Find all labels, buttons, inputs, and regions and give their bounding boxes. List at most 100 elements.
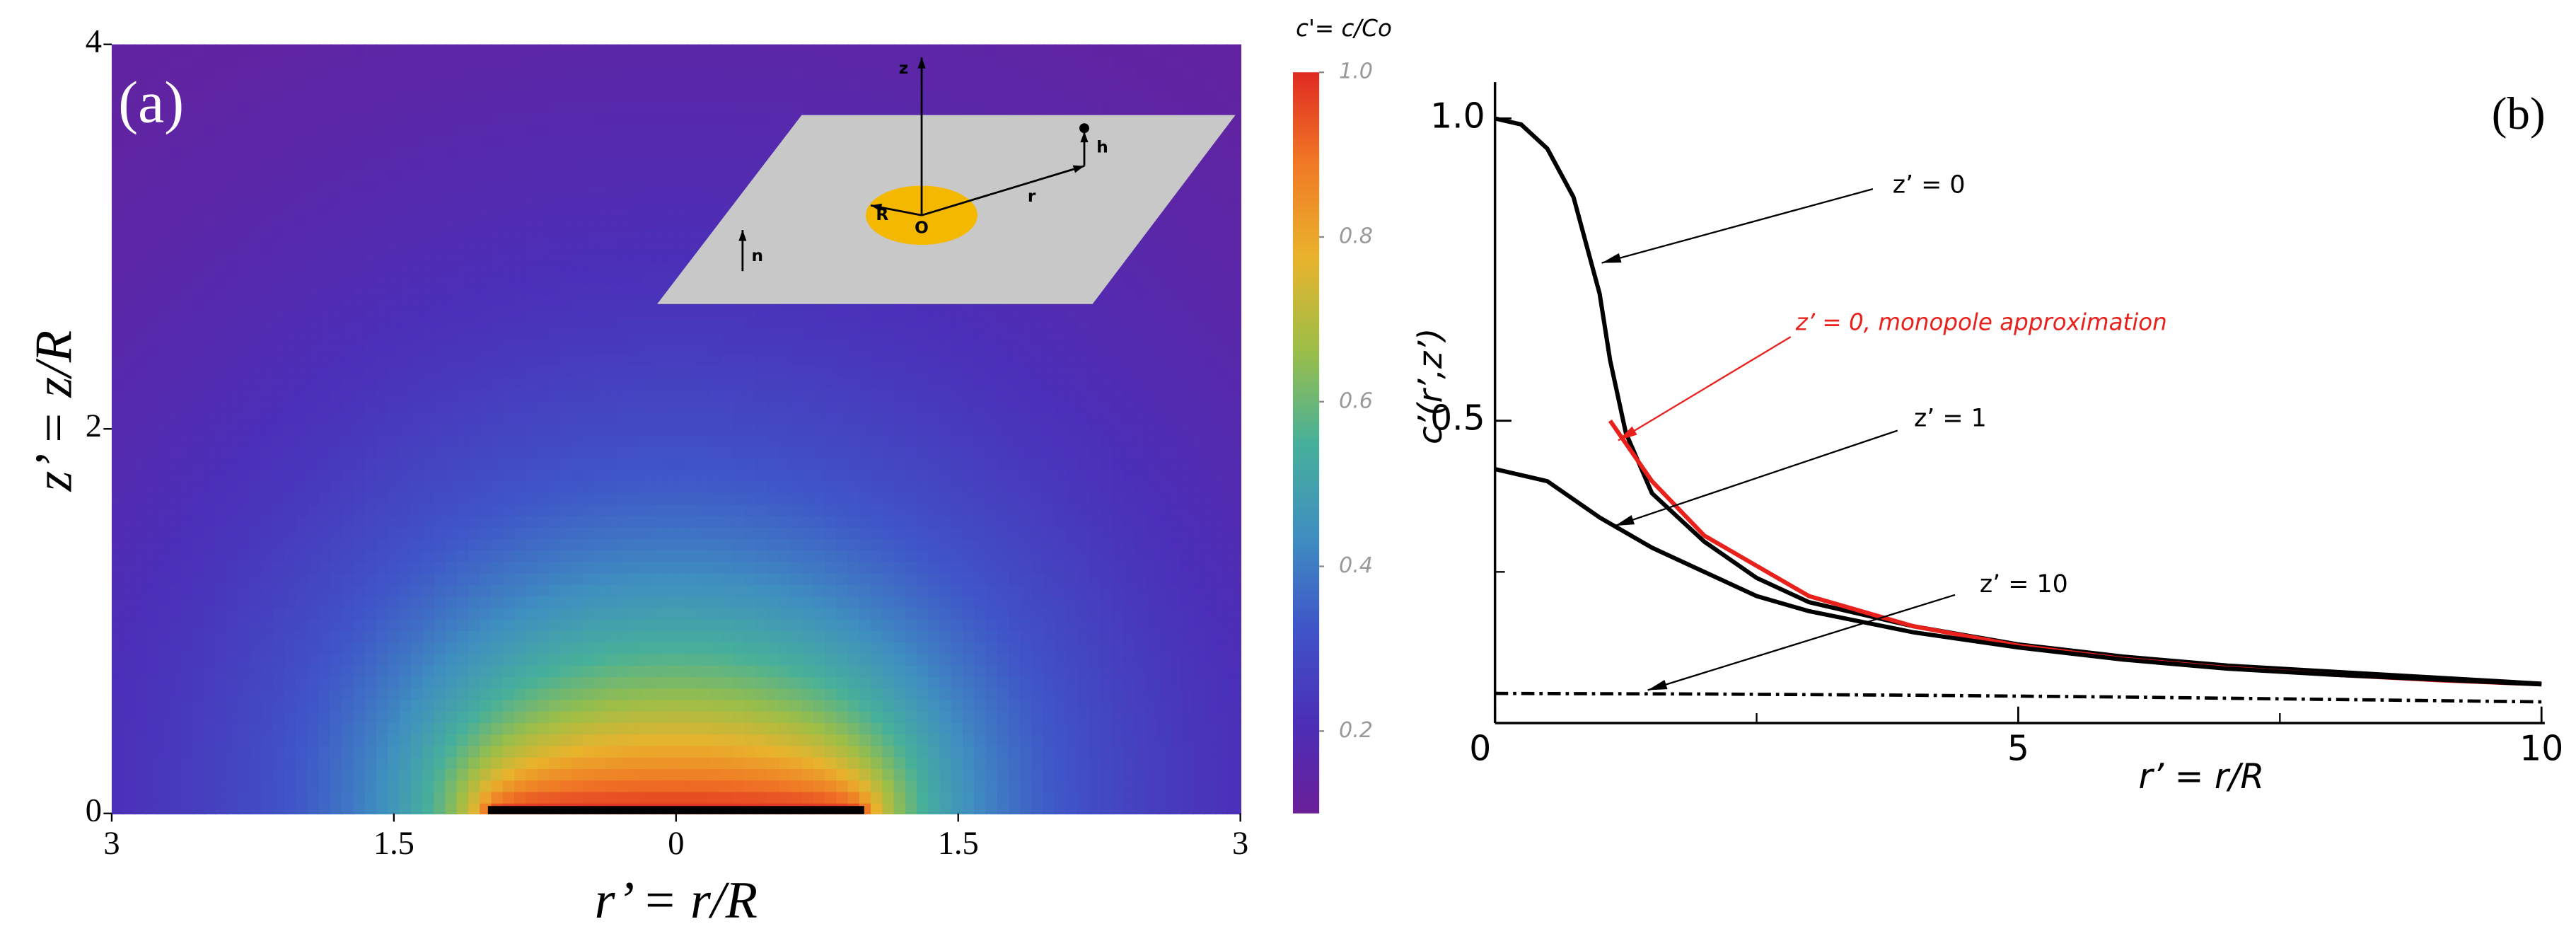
heatmap-cell — [778, 343, 791, 357]
heatmap-cell — [744, 527, 757, 541]
heatmap-cell — [905, 44, 918, 57]
heatmap-cell — [744, 516, 757, 528]
heatmap-cell — [480, 44, 492, 57]
heatmap-cell — [330, 722, 343, 736]
heatmap-cell — [422, 320, 435, 333]
heatmap-cell — [226, 722, 240, 736]
heatmap-cell — [169, 216, 182, 230]
heatmap-cell — [192, 711, 205, 724]
heatmap-cell — [284, 366, 297, 379]
heatmap-cell — [732, 481, 745, 495]
heatmap-cell — [560, 354, 573, 368]
heatmap-cell — [526, 297, 538, 311]
heatmap-cell — [537, 711, 550, 724]
heatmap-cell — [342, 424, 354, 437]
heatmap-cell — [663, 67, 677, 80]
heatmap-cell — [698, 642, 711, 655]
heatmap-cell — [445, 550, 458, 563]
heatmap-cell — [939, 320, 953, 333]
heatmap-cell — [456, 435, 470, 449]
heatmap-cell — [813, 734, 826, 747]
heatmap-cell — [698, 516, 711, 528]
heatmap-cell — [157, 251, 170, 265]
heatmap-cell — [583, 458, 596, 471]
heatmap-cell — [871, 665, 883, 678]
heatmap-cell — [652, 780, 665, 793]
heatmap-cell — [560, 481, 573, 495]
heatmap-cell — [732, 538, 745, 552]
heatmap-cell — [537, 412, 550, 425]
heatmap-cell — [709, 55, 723, 69]
heatmap-cell — [146, 354, 159, 368]
heatmap-cell — [871, 79, 883, 92]
heatmap-cell — [629, 746, 642, 759]
heatmap-cell — [732, 757, 745, 770]
heatmap-cell — [422, 470, 435, 483]
heatmap-cell — [640, 630, 654, 644]
heatmap-cell — [284, 481, 297, 495]
heatmap-cell — [836, 700, 849, 713]
heatmap-cell — [905, 630, 918, 644]
heatmap-cell — [560, 79, 573, 92]
heatmap-cell — [330, 746, 343, 759]
heatmap-cell — [284, 148, 297, 161]
heatmap-cell — [480, 458, 492, 471]
heatmap-cell — [594, 79, 608, 92]
heatmap-cell — [204, 665, 216, 678]
heatmap-cell — [617, 481, 630, 495]
heatmap-cell — [629, 446, 642, 460]
heatmap-cell — [917, 102, 929, 115]
heatmap-cell — [353, 125, 366, 138]
heatmap-cell — [951, 366, 964, 379]
heatmap-cell — [882, 504, 895, 517]
heatmap-cell — [629, 90, 642, 103]
heatmap-cell — [480, 757, 492, 770]
heatmap-cell — [813, 332, 826, 345]
heatmap-cell — [847, 654, 861, 667]
heatmap-cell — [468, 125, 481, 138]
heatmap-cell — [686, 228, 700, 241]
heatmap-cell — [111, 67, 124, 80]
heatmap-cell — [434, 55, 446, 69]
heatmap-cell — [951, 527, 964, 541]
heatmap-cell — [468, 458, 481, 471]
heatmap-cell — [284, 792, 297, 805]
heatmap-cell — [169, 458, 182, 471]
heatmap-cell — [951, 470, 964, 483]
heatmap-cell — [261, 286, 274, 299]
heatmap-cell — [146, 550, 159, 563]
heatmap-cell — [594, 492, 608, 506]
heatmap-cell — [675, 90, 688, 103]
heatmap-cell — [744, 308, 757, 322]
heatmap-cell — [744, 332, 757, 345]
heatmap-cell — [296, 136, 308, 149]
heatmap-cell — [583, 44, 596, 57]
heatmap-cell — [698, 400, 711, 414]
heatmap-cell — [468, 182, 481, 195]
heatmap-cell — [157, 608, 170, 621]
heatmap-cell — [480, 343, 492, 357]
heatmap-cell — [480, 492, 492, 506]
heatmap-cell — [502, 446, 516, 460]
heatmap-cell — [652, 274, 665, 287]
heatmap-cell — [272, 400, 286, 414]
heatmap-cell — [526, 343, 538, 357]
heatmap-cell — [629, 125, 642, 138]
heatmap-cell — [836, 79, 849, 92]
heatmap-cell — [307, 297, 320, 311]
heatmap-cell — [192, 573, 205, 587]
heatmap-cell — [755, 642, 769, 655]
heatmap-cell — [215, 366, 228, 379]
heatmap-cell — [675, 538, 688, 552]
heatmap-cell — [778, 596, 791, 609]
heatmap-cell — [502, 102, 516, 115]
heatmap-cell — [963, 44, 975, 57]
heatmap-cell — [157, 734, 170, 747]
heatmap-cell — [663, 700, 677, 713]
heatmap-cell — [514, 550, 527, 563]
heatmap-cell — [917, 746, 929, 759]
heatmap-cell — [146, 136, 159, 149]
heatmap-cell — [272, 700, 286, 713]
heatmap-cell — [226, 608, 240, 621]
heatmap-cell — [134, 159, 148, 172]
